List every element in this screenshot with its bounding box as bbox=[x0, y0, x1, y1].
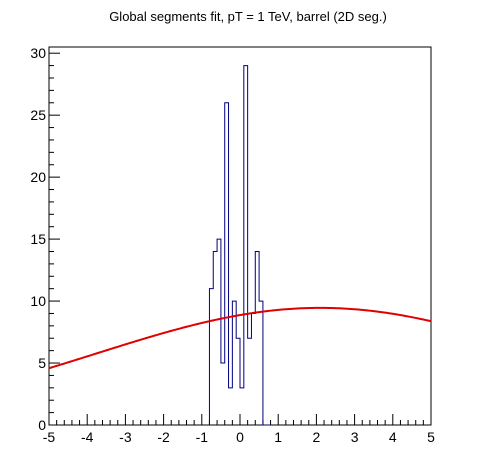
y-tick-label: 10 bbox=[30, 293, 46, 309]
y-tick-label: 30 bbox=[30, 45, 46, 61]
x-tick-label: -2 bbox=[157, 429, 170, 445]
x-tick-label: -5 bbox=[43, 429, 56, 445]
y-tick-label: 15 bbox=[30, 231, 46, 247]
x-tick-label: 3 bbox=[351, 429, 359, 445]
x-tick-label: -3 bbox=[119, 429, 132, 445]
x-tick-label: 1 bbox=[274, 429, 282, 445]
histogram-outline bbox=[208, 65, 271, 426]
x-tick-label: 0 bbox=[236, 429, 244, 445]
y-tick-label: 5 bbox=[38, 355, 46, 371]
y-tick-label: 25 bbox=[30, 107, 46, 123]
y-tick-label: 0 bbox=[38, 417, 46, 433]
x-tick-label: -4 bbox=[81, 429, 94, 445]
y-tick-label: 20 bbox=[30, 169, 46, 185]
x-tick-label: 2 bbox=[313, 429, 321, 445]
x-tick-label: -1 bbox=[196, 429, 209, 445]
tick-labels: -5 -4 -3 -2 -1 0 1 2 3 4 5 0 5 10 15 20 25 30 bbox=[30, 45, 435, 445]
x-tick-label: 5 bbox=[427, 429, 435, 445]
gaussian-fit-curve bbox=[48, 306, 432, 370]
chart-title: Global segments fit, pT = 1 TeV, barrel … bbox=[109, 9, 387, 24]
x-tick-label: 4 bbox=[389, 429, 397, 445]
